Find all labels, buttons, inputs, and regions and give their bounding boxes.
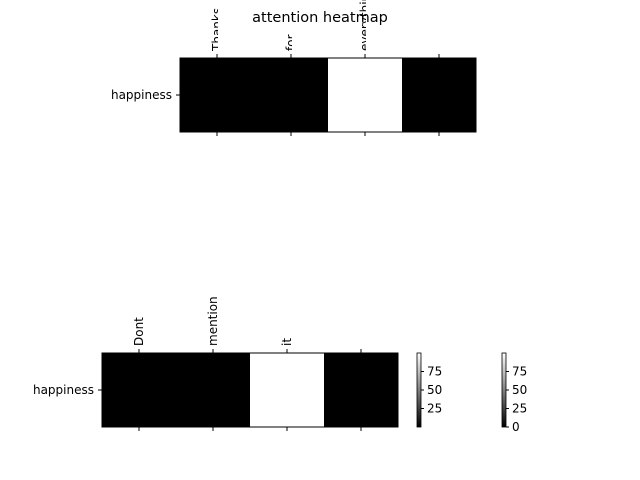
colorbar-gradient [416,352,422,428]
x-tick-label: for [284,34,298,51]
y-tick-label: happiness [111,88,172,102]
heatmap-cell [324,353,398,427]
heatmap-1: Thanks for everything happiness [111,0,477,136]
colorbar-tick-label: 25 [512,402,527,416]
heatmap-cell [250,353,324,427]
colorbar-tick-label: 25 [427,402,442,416]
heatmap-cell [102,353,176,427]
heatmap-cell [180,58,254,132]
heatmap-cell [176,353,250,427]
colorbar-tick-label: 75 [427,365,442,379]
colorbar-tick-label: 50 [427,383,442,397]
colorbar-tick-label: 0 [512,420,520,434]
y-tick-label: happiness [33,383,94,397]
x-tick-label: it [280,338,294,346]
heatmap-2: Dont mention it happiness [33,296,399,431]
colorbar-tick-label: 50 [512,383,527,397]
figure-title: attention heatmap [252,10,388,26]
heatmap-cell [328,58,402,132]
x-tick-label: Dont [132,317,146,346]
x-tick-label: mention [206,296,220,346]
x-tick-label: everything [358,0,372,51]
colorbar-2: 0 25 50 75 [501,352,527,434]
x-tick-label: Thanks [210,8,224,52]
colorbar-tick-label: 75 [512,365,527,379]
colorbar-1: 25 50 75 [416,352,442,428]
heatmap-cell [254,58,328,132]
heatmap-cell [402,58,476,132]
colorbar-gradient [501,352,507,428]
